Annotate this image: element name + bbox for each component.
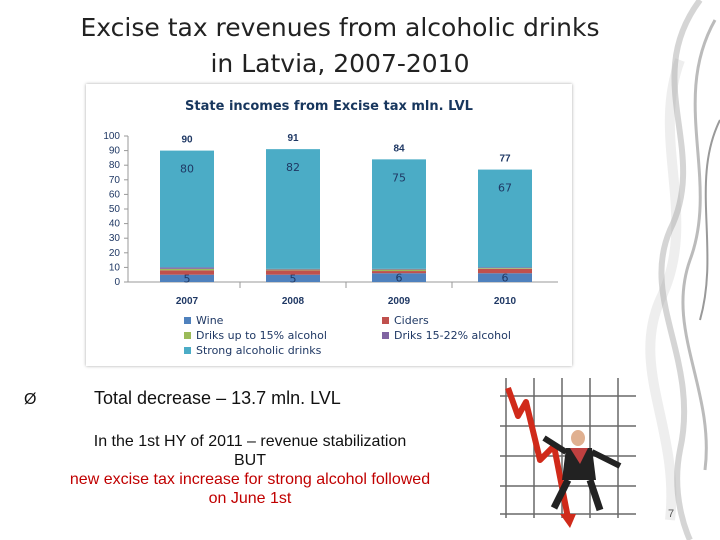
bar-segment — [478, 267, 532, 269]
bar-segment — [266, 270, 320, 275]
legend-swatch — [184, 332, 191, 339]
smoke-decoration — [645, 0, 720, 540]
y-tick-label: 70 — [109, 175, 121, 186]
x-tick-label: 2007 — [176, 296, 199, 307]
page-number: 7 — [668, 508, 675, 520]
note-line-2: BUT — [234, 452, 266, 469]
bar-segment — [372, 271, 426, 274]
total-data-label: 90 — [181, 135, 193, 146]
bar-segment — [478, 268, 532, 274]
y-tick-label: 10 — [109, 262, 121, 273]
x-tick-label: 2008 — [282, 296, 305, 307]
segment-data-label: 75 — [392, 171, 406, 184]
bullet-text: Total decrease – 13.7 mln. LVL — [94, 388, 341, 408]
bar-segment — [372, 269, 426, 272]
bar-segment — [266, 269, 320, 271]
total-data-label: 91 — [287, 133, 299, 144]
bar-segment — [160, 150, 214, 268]
bar-segment — [478, 268, 532, 269]
y-tick-label: 20 — [109, 248, 121, 259]
slide-title-line-1: Excise tax revenues from alcoholic drink… — [80, 13, 600, 42]
segment-data-label: 82 — [286, 161, 300, 174]
x-tick-label: 2009 — [388, 296, 411, 307]
legend-label: Strong alcoholic drinks — [196, 344, 322, 357]
y-tick-label: 100 — [103, 131, 120, 142]
segment-data-label: 5 — [184, 272, 191, 285]
falling-businessman-illustration — [500, 378, 636, 528]
legend-label: Driks up to 15% alcohol — [196, 329, 327, 342]
revenue-note: In the 1st HY of 2011 – revenue stabiliz… — [40, 432, 460, 508]
legend-label: Driks 15-22% alcohol — [394, 329, 511, 342]
y-tick-label: 90 — [109, 146, 121, 157]
bar-segment — [160, 267, 214, 269]
bar-segment — [266, 274, 320, 282]
bar-segment — [266, 149, 320, 269]
x-tick-label: 2010 — [494, 296, 517, 307]
legend-swatch — [382, 317, 389, 324]
legend-swatch — [382, 332, 389, 339]
y-tick-label: 0 — [114, 277, 120, 288]
legend-swatch — [184, 317, 191, 324]
bullet-total-decrease: Ø Total decrease – 13.7 mln. LVL — [24, 388, 341, 409]
chart-container: State incomes from Excise tax mln. LVL 0 1… — [86, 84, 572, 366]
slide-title-line-2: in Latvia, 2007-2010 — [210, 49, 470, 78]
note-line-1: In the 1st HY of 2011 – revenue stabiliz… — [93, 433, 407, 450]
note-line-4: on June 1st — [208, 490, 292, 507]
legend-label: Ciders — [394, 314, 429, 327]
arrow-bullet-icon: Ø — [24, 391, 37, 408]
chart-title: State incomes from Excise tax mln. LVL — [185, 99, 473, 114]
legend-swatch — [184, 347, 191, 354]
segment-data-label: 5 — [290, 272, 297, 285]
segment-data-label: 80 — [180, 163, 194, 176]
segment-data-label: 6 — [502, 272, 509, 285]
y-tick-label: 60 — [109, 189, 121, 200]
note-line-3: new excise tax increase for strong alcoh… — [69, 471, 431, 488]
stacked-bar-chart: State incomes from Excise tax mln. LVL 0 1… — [103, 99, 558, 357]
slide-title: Excise tax revenues from alcoholic drink… — [60, 10, 620, 82]
y-tick-label: 50 — [109, 204, 121, 215]
bar-segment — [372, 268, 426, 270]
bar-segment — [372, 273, 426, 282]
bar-segment — [372, 159, 426, 269]
segment-data-label: 6 — [396, 272, 403, 285]
total-data-label: 84 — [393, 143, 405, 154]
bar-segment — [160, 268, 214, 271]
bar-segment — [478, 169, 532, 268]
y-tick-label: 30 — [109, 233, 121, 244]
legend-label: Wine — [196, 314, 224, 327]
bar-segment — [478, 273, 532, 282]
bar-segment — [160, 270, 214, 275]
y-tick-label: 80 — [109, 160, 121, 171]
bar-segment — [266, 268, 320, 270]
segment-data-label: 67 — [498, 182, 512, 195]
y-tick-label: 40 — [109, 219, 121, 230]
total-data-label: 77 — [499, 154, 511, 165]
bar-segment — [160, 274, 214, 282]
